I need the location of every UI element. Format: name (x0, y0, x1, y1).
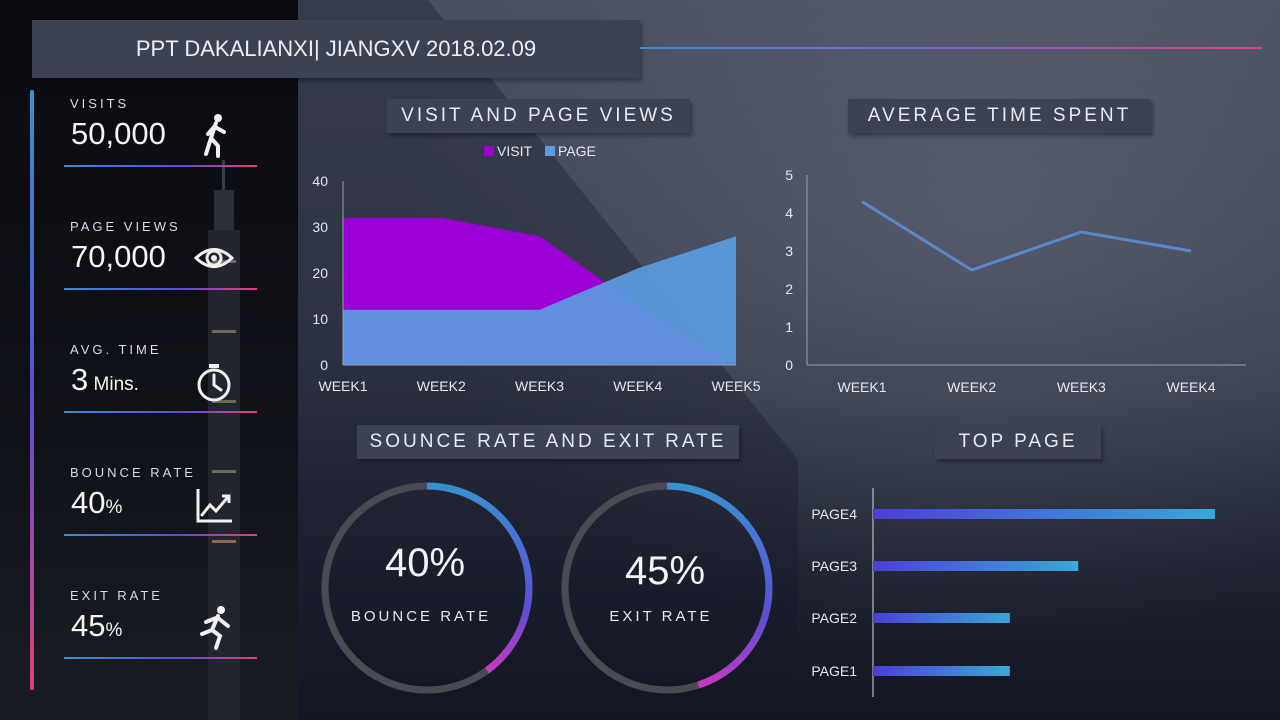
y-tick-label: 4 (785, 205, 793, 221)
stat-label: VISITS (70, 96, 130, 111)
y-tick-label: 2 (785, 281, 793, 297)
bar-page2 (873, 613, 1010, 623)
legend-swatch-page (545, 146, 555, 156)
gauge-arc-exit (666, 482, 773, 689)
legend-label-page: PAGE (558, 143, 596, 159)
x-tick-label: WEEK3 (515, 378, 564, 394)
sidebar-accent-line (30, 90, 34, 690)
stat-label: AVG. TIME (70, 342, 162, 357)
stat-value: 70,000 (71, 239, 166, 274)
stat-exit-rate: EXIT RATE 45% (64, 588, 257, 698)
x-tick-label: WEEK1 (837, 379, 886, 395)
x-tick-label: WEEK2 (947, 379, 996, 395)
stat-underline (64, 411, 257, 413)
header-title-bar: PPT DAKALIANXI| JIANGXV 2018.02.09 (32, 20, 640, 78)
section-title-avg: AVERAGE TIME SPENT (848, 99, 1151, 133)
x-tick-label: WEEK4 (613, 378, 662, 394)
x-tick-label: WEEK1 (318, 378, 367, 394)
stat-visits: VISITS 50,000 (64, 96, 257, 206)
y-tick-label: 5 (785, 167, 793, 183)
bar-page3 (873, 561, 1079, 571)
section-title-visit: VISIT AND PAGE VIEWS (387, 99, 690, 133)
page-title: PPT DAKALIANXI| JIANGXV 2018.02.09 (135, 36, 537, 61)
stat-label: BOUNCE RATE (70, 465, 196, 480)
running-person-icon (200, 606, 230, 650)
section-title-rates: SOUNCE RATE AND EXIT RATE (357, 425, 739, 459)
line-series-time (861, 200, 1192, 272)
stat-value: 45% (71, 608, 123, 643)
area-series-page (343, 236, 736, 365)
y-tick-label: 40 (312, 173, 328, 189)
stopwatch-icon (197, 364, 231, 402)
eye-icon (194, 248, 234, 268)
gauge-value: 45% (625, 549, 705, 593)
y-tick-label: 10 (312, 311, 328, 327)
y-tick-label: 0 (320, 357, 328, 373)
header-accent-line (640, 47, 1262, 49)
bar-category-label: PAGE3 (811, 558, 857, 574)
bar-page4 (873, 509, 1215, 519)
section-title-top: TOP PAGE (935, 425, 1101, 459)
gauge-arc-bounce (426, 482, 533, 674)
stat-value: 50,000 (71, 116, 166, 151)
x-tick-label: WEEK3 (1057, 379, 1106, 395)
gauge-charts-rates: 40% BOUNCE RATE 45% EXIT RATE (321, 482, 773, 694)
x-tick-label: WEEK5 (711, 378, 760, 394)
stat-underline (64, 288, 257, 290)
stat-bounce-rate: BOUNCE RATE 40% (64, 465, 257, 575)
stat-underline (64, 165, 257, 167)
stat-avg-time: AVG. TIME 3 Mins. (64, 342, 257, 452)
bar-category-label: PAGE4 (811, 506, 857, 522)
legend-swatch-visit (484, 146, 494, 156)
x-tick-label: WEEK4 (1166, 379, 1215, 395)
y-tick-label: 20 (312, 265, 328, 281)
gauge-value: 40% (385, 541, 465, 585)
gauge-label: BOUNCE RATE (351, 608, 491, 625)
stat-page-views: PAGE VIEWS 70,000 (64, 219, 257, 329)
legend-label-visit: VISIT (497, 143, 532, 159)
bar-category-label: PAGE1 (811, 663, 857, 679)
x-tick-label: WEEK2 (417, 378, 466, 394)
bar-page1 (873, 666, 1010, 676)
bar-chart-top-page: PAGE4 PAGE3 PAGE2 PAGE1 (811, 488, 1215, 697)
sidebar: VISITS 50,000 PAGE VIEWS 70,000 AVG. TIM… (0, 0, 298, 720)
stat-label: EXIT RATE (70, 588, 163, 603)
walking-person-icon (204, 114, 226, 158)
y-tick-label: 1 (785, 319, 793, 335)
y-tick-label: 3 (785, 243, 793, 259)
stat-underline (64, 534, 257, 536)
gauge-label: EXIT RATE (609, 608, 712, 625)
area-chart-visit-page: 0 10 20 30 40 WEEK1 WEEK2 WEEK3 WEEK4 WEEK5 VISIT P… (312, 143, 760, 394)
stat-value: 40% (71, 485, 123, 520)
stat-underline (64, 657, 257, 659)
y-tick-label: 30 (312, 219, 328, 235)
bar-category-label: PAGE2 (811, 610, 857, 626)
line-chart-average-time: 0 1 2 3 4 5 WEEK1 WEEK2 WEEK3 WEEK4 (785, 167, 1246, 395)
y-tick-label: 0 (785, 357, 793, 373)
stat-label: PAGE VIEWS (70, 219, 181, 234)
tower-silhouette (208, 160, 240, 720)
trend-chart-icon (196, 489, 232, 523)
stat-value: 3 Mins. (71, 362, 139, 397)
